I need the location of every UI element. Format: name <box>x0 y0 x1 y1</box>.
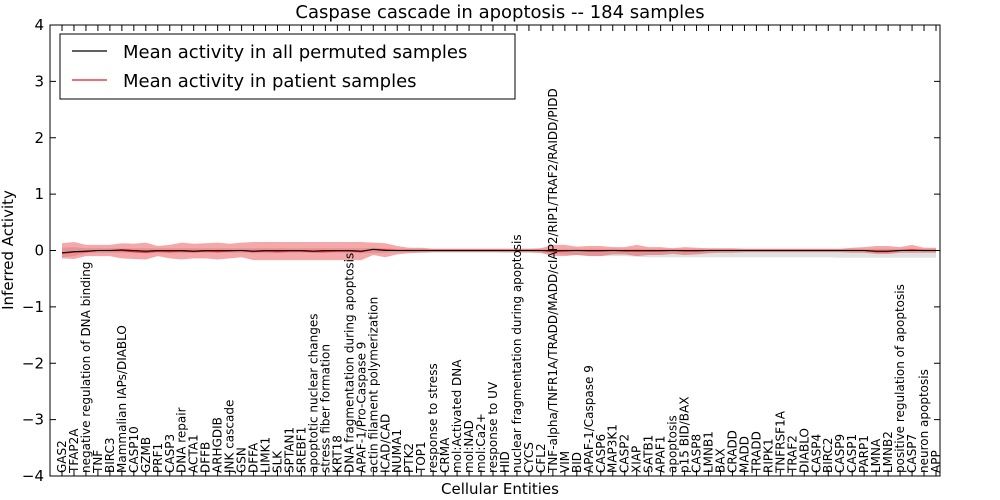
x-tick-label: CASP3 <box>163 434 177 473</box>
x-tick-label: response to stress <box>426 363 440 473</box>
x-tick-label: MADD <box>737 436 751 473</box>
x-tick-label: mol:NAD <box>462 420 476 473</box>
x-tick-label: BIRC3 <box>103 437 117 473</box>
x-tick-label: TNFRSF1A <box>773 410 787 474</box>
x-tick-label: CASP6 <box>594 434 608 473</box>
y-tick-label: −2 <box>22 354 44 372</box>
x-tick-label: DIABLO <box>797 428 811 473</box>
x-tick-label: GZMB <box>139 437 153 473</box>
x-tick-label: CASP8 <box>690 434 704 473</box>
x-tick-label: CRADD <box>726 430 740 473</box>
x-tick-label: APAF1 <box>654 436 668 473</box>
x-tick-label: KRT18 <box>330 435 344 473</box>
x-tick-label: SREBF1 <box>295 427 309 473</box>
x-tick-label: SLK <box>271 450 285 473</box>
x-tick-label: JNK cascade <box>223 400 237 474</box>
x-tick-label: BAX <box>714 448 728 473</box>
x-tick-label: CASP2 <box>618 434 632 473</box>
x-tick-label: RIPK1 <box>761 438 775 473</box>
x-tick-label: BID <box>570 452 584 473</box>
x-tick-label: VIM <box>558 451 572 473</box>
y-tick-label: 4 <box>34 16 44 34</box>
x-tick-label: APAF-1/Pro-Caspase 9 <box>354 342 368 473</box>
y-axis-label: Inferred Activity <box>0 190 17 310</box>
y-tick-label: −1 <box>22 298 44 316</box>
x-tick-label: CASP7 <box>905 434 919 473</box>
x-tick-label: Mammalian IAPs/DIABLO <box>115 325 129 473</box>
y-tick-label: −3 <box>22 411 44 429</box>
x-tick-label: LIMK1 <box>259 437 273 473</box>
x-tick-label: SPTAN1 <box>283 427 297 473</box>
x-tick-label: TRAF2 <box>785 435 799 474</box>
y-tick-label: 0 <box>34 242 44 260</box>
x-tick-label: response to UV <box>486 381 500 473</box>
x-tick-label: CRMA <box>438 437 452 473</box>
x-tick-label: TRADD <box>749 431 763 474</box>
x-tick-label: mol:Activated DNA <box>450 359 464 473</box>
y-tick-label: 3 <box>34 72 44 90</box>
x-tick-label: APP <box>929 450 943 473</box>
chart-title: Caspase cascade in apoptosis -- 184 samp… <box>295 2 704 23</box>
legend-box <box>59 33 516 100</box>
permuted-band <box>62 247 936 258</box>
x-tick-label: PRF1 <box>151 443 165 473</box>
x-tick-label: MAP3K1 <box>606 424 620 473</box>
x-tick-label: ARHGDIB <box>211 417 225 473</box>
x-tick-label: apoptosis <box>666 415 680 473</box>
x-tick-label: GSN <box>235 447 249 473</box>
x-tick-label: TFAP2A <box>67 428 81 474</box>
x-tick-label: negative regulation of DNA binding <box>79 262 93 473</box>
y-axis-ticks: 4 3 2 1 0 −1 −2 −3 −4 <box>22 16 940 485</box>
x-tick-label: mol:Ca2+ <box>474 413 488 473</box>
x-tick-label: CFL2 <box>534 443 548 473</box>
x-tick-label: neuron apoptosis <box>917 369 931 473</box>
x-tick-label: DNA fragmentation during apoptosis <box>342 253 356 473</box>
x-tick-label: DNA repair <box>175 407 189 473</box>
plot-frame <box>49 24 941 477</box>
x-tick-label: TOP1 <box>414 441 428 474</box>
x-tick-label: CASP10 <box>127 426 141 473</box>
x-tick-label: apoptotic nuclear changes <box>306 314 320 473</box>
legend: Mean activity in all permuted samples Me… <box>59 33 516 100</box>
x-tick-label: ICAD/CAD <box>378 414 392 473</box>
x-tick-label: DFFA <box>247 442 261 473</box>
x-tick-label: PARP1 <box>857 435 871 473</box>
x-tick-label: LMNA <box>869 438 883 473</box>
x-tick-label: positive regulation of apoptosis <box>893 284 907 473</box>
x-tick-label: LMNB2 <box>881 431 895 473</box>
x-tick-label: CASP4 <box>809 434 823 473</box>
y-tick-label: 2 <box>34 129 44 147</box>
x-tick-label: CASP9 <box>833 434 847 473</box>
x-tick-label: XIAP <box>630 446 644 473</box>
x-axis-label: Cellular Entities <box>441 480 559 498</box>
x-tick-label: CYCS <box>522 442 536 473</box>
x-tick-label: CASP1 <box>845 434 859 473</box>
x-tick-label: BIRC2 <box>821 437 835 473</box>
permuted-mean-line <box>61 248 936 254</box>
x-tick-label: SATB1 <box>642 435 656 473</box>
x-tick-label: DFFB <box>199 442 213 473</box>
x-tick-label: TNF <box>91 450 105 474</box>
x-tick-label: LMNB1 <box>702 431 716 473</box>
x-tick-label: ACTA1 <box>187 434 201 473</box>
y-tick-label: 1 <box>34 185 44 203</box>
x-tick-label: NUMA1 <box>390 429 404 473</box>
legend-label-permuted: Mean activity in all permuted samples <box>123 42 467 63</box>
series-lines <box>61 248 936 254</box>
x-tick-label: actin filament polymerization <box>366 297 380 473</box>
x-tick-label: PTK2 <box>402 443 416 473</box>
legend-label-patient: Mean activity in patient samples <box>123 71 417 92</box>
y-tick-label: −4 <box>22 467 44 485</box>
x-tick-label: APAF-1/Caspase 9 <box>582 365 596 473</box>
x-tick-label: HID <box>498 451 512 473</box>
x-tick-label: GAS2 <box>55 440 69 473</box>
x-tick-label: stress fiber formation <box>318 344 332 473</box>
x-tick-label: nuclear fragmentation during apoptosis <box>510 234 524 473</box>
x-tick-label: TNF-alpha/TNFR1A/TRADD/MADD/cIAP2/RIP1/T… <box>546 88 560 474</box>
x-tick-label: p15 BID/BAX <box>678 397 692 473</box>
